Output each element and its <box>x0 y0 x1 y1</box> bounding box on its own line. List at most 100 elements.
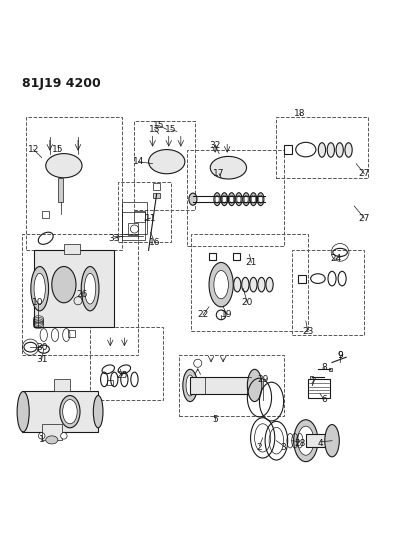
Text: 1: 1 <box>39 435 45 445</box>
Bar <box>64 244 80 254</box>
Ellipse shape <box>236 195 240 203</box>
Text: 2: 2 <box>256 443 262 453</box>
Ellipse shape <box>222 195 226 203</box>
Bar <box>190 377 254 393</box>
Text: 15: 15 <box>153 121 164 130</box>
Bar <box>26 117 122 251</box>
Ellipse shape <box>81 266 99 311</box>
Text: 24: 24 <box>330 254 341 263</box>
Bar <box>328 368 331 370</box>
Ellipse shape <box>213 271 228 299</box>
Text: 12: 12 <box>28 145 39 154</box>
Ellipse shape <box>188 193 196 205</box>
Ellipse shape <box>257 277 264 292</box>
Ellipse shape <box>46 154 82 178</box>
Bar <box>307 379 329 398</box>
Text: 17: 17 <box>213 169 224 178</box>
Text: 21: 21 <box>245 258 256 267</box>
Bar <box>122 212 144 240</box>
Text: 19: 19 <box>221 310 232 319</box>
Ellipse shape <box>209 262 232 307</box>
Ellipse shape <box>62 400 77 424</box>
Text: 11: 11 <box>145 214 156 223</box>
Text: 9: 9 <box>337 351 342 360</box>
Bar <box>291 251 363 335</box>
Bar <box>58 178 63 202</box>
Text: 10: 10 <box>32 298 43 308</box>
Ellipse shape <box>233 277 240 292</box>
Text: 3: 3 <box>280 443 286 453</box>
Text: 15: 15 <box>164 125 176 134</box>
Text: 18: 18 <box>293 109 305 118</box>
Ellipse shape <box>221 193 227 206</box>
Bar <box>209 253 216 261</box>
Text: 15: 15 <box>52 145 64 154</box>
Bar <box>309 376 312 378</box>
Text: 30: 30 <box>36 343 47 352</box>
Text: 6: 6 <box>320 395 326 404</box>
Bar <box>186 150 283 246</box>
Ellipse shape <box>265 277 273 292</box>
Bar <box>275 117 367 178</box>
Text: 16: 16 <box>149 238 160 247</box>
Ellipse shape <box>31 266 49 311</box>
Bar <box>21 392 98 432</box>
Ellipse shape <box>297 426 313 455</box>
Bar <box>42 424 62 440</box>
Text: 7: 7 <box>308 379 314 388</box>
Text: 9: 9 <box>337 351 342 360</box>
Bar <box>122 202 146 234</box>
Text: 29: 29 <box>257 375 269 384</box>
Text: 31: 31 <box>36 355 47 364</box>
Ellipse shape <box>229 195 233 203</box>
Ellipse shape <box>148 150 184 174</box>
Text: 4: 4 <box>316 439 322 448</box>
Ellipse shape <box>84 273 96 304</box>
Ellipse shape <box>235 193 241 206</box>
Ellipse shape <box>247 369 261 401</box>
Text: 33: 33 <box>108 234 120 243</box>
Bar <box>68 330 75 337</box>
Ellipse shape <box>210 156 246 179</box>
Bar <box>178 355 283 416</box>
Bar <box>118 182 171 243</box>
Ellipse shape <box>249 277 256 292</box>
Bar <box>134 211 144 222</box>
Bar <box>283 145 291 154</box>
Ellipse shape <box>242 193 249 206</box>
Text: 81J19 4200: 81J19 4200 <box>21 77 100 90</box>
Text: 22: 22 <box>197 310 208 319</box>
Text: 13: 13 <box>149 125 160 134</box>
Ellipse shape <box>182 369 197 401</box>
Bar <box>34 251 114 327</box>
Bar <box>190 234 307 331</box>
Bar <box>21 234 138 355</box>
Text: 14: 14 <box>132 157 144 166</box>
Ellipse shape <box>60 395 80 428</box>
Ellipse shape <box>46 436 58 444</box>
Ellipse shape <box>324 425 339 457</box>
Ellipse shape <box>257 193 263 206</box>
Bar <box>54 379 70 392</box>
Text: 26: 26 <box>76 290 87 299</box>
Ellipse shape <box>243 195 247 203</box>
Text: 28: 28 <box>293 439 305 448</box>
Ellipse shape <box>251 195 255 203</box>
Text: 32: 32 <box>209 141 220 150</box>
Ellipse shape <box>17 392 29 432</box>
Bar <box>107 380 113 385</box>
Bar <box>90 327 162 400</box>
Bar <box>152 183 160 190</box>
Text: 27: 27 <box>358 169 369 178</box>
Text: 5: 5 <box>212 415 217 424</box>
Ellipse shape <box>241 277 248 292</box>
Bar <box>128 223 138 235</box>
Ellipse shape <box>34 273 45 304</box>
Bar <box>297 274 305 282</box>
Bar <box>152 193 160 198</box>
Ellipse shape <box>335 143 343 157</box>
Bar <box>42 211 49 218</box>
Circle shape <box>38 433 45 439</box>
Bar <box>134 122 194 210</box>
Ellipse shape <box>93 395 103 428</box>
